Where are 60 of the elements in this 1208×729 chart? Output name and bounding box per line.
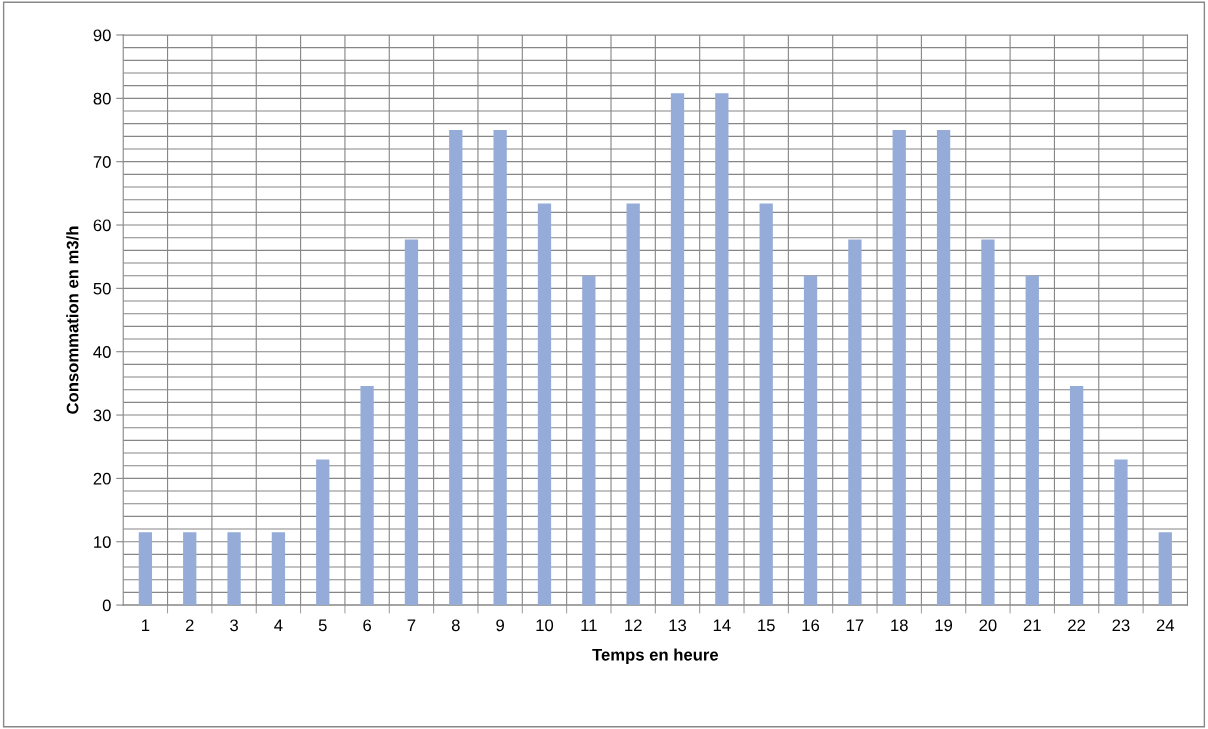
x-tick-label: 10 — [536, 619, 554, 632]
bar — [316, 459, 330, 606]
y-axis-title: Consommation en m3/h — [66, 226, 79, 414]
y-tick-label: 90 — [93, 29, 111, 42]
y-tick-label: 40 — [93, 346, 111, 358]
x-tick-label: 2 — [185, 619, 194, 632]
bar — [271, 532, 286, 606]
bar — [715, 93, 729, 606]
bar — [227, 532, 241, 606]
x-tick-label: 11 — [581, 619, 597, 632]
y-tick-label: 30 — [93, 409, 111, 422]
bar — [981, 239, 995, 606]
bar — [848, 239, 862, 606]
x-tick-label: 21 — [1023, 619, 1041, 632]
x-tick-label: 17 — [846, 619, 864, 632]
x-tick-label: 15 — [758, 619, 775, 632]
y-tick-label: 10 — [94, 536, 111, 548]
x-tick-label: 13 — [669, 619, 687, 632]
x-tick-label: 23 — [1112, 619, 1130, 632]
bar — [449, 130, 463, 606]
x-tick-label: 4 — [274, 619, 283, 632]
y-tick-label: 80 — [93, 92, 111, 105]
x-tick-label: 3 — [230, 619, 238, 632]
bar — [1158, 532, 1172, 606]
y-tick-label: 0 — [102, 599, 111, 612]
y-tick-label: 60 — [93, 219, 111, 232]
bar — [1114, 459, 1128, 606]
x-tick-label: 18 — [891, 619, 908, 632]
bar — [1069, 385, 1084, 606]
x-tick-label: 19 — [935, 619, 953, 632]
bar — [537, 203, 552, 606]
bar — [1025, 275, 1039, 606]
bar — [493, 130, 507, 606]
x-tick-label: 9 — [496, 619, 504, 632]
bar — [360, 385, 374, 606]
bar — [183, 532, 197, 606]
x-tick-label: 16 — [802, 619, 820, 632]
x-tick-label: 5 — [318, 619, 327, 632]
x-tick-label: 20 — [979, 619, 997, 632]
x-tick-label: 7 — [407, 619, 416, 632]
x-tick-label: 12 — [625, 619, 642, 632]
y-tick-label: 70 — [93, 156, 111, 168]
bar — [892, 130, 906, 606]
bar — [404, 239, 419, 606]
y-tick-label: 50 — [93, 282, 111, 295]
x-tick-label: 14 — [713, 619, 731, 632]
bar — [759, 203, 773, 606]
bar — [803, 275, 818, 606]
bar — [670, 93, 685, 606]
x-tick-label: 1 — [142, 619, 150, 632]
bar — [936, 130, 951, 606]
x-tick-label: 22 — [1068, 619, 1086, 632]
y-tick-label: 20 — [93, 472, 111, 485]
x-tick-label: 8 — [451, 619, 460, 632]
bar — [138, 532, 153, 606]
bar — [582, 275, 596, 606]
x-axis-title: Temps en heure — [592, 648, 719, 664]
x-tick-label: 24 — [1156, 619, 1175, 632]
x-tick-label: 6 — [363, 619, 372, 632]
bar — [626, 203, 640, 606]
